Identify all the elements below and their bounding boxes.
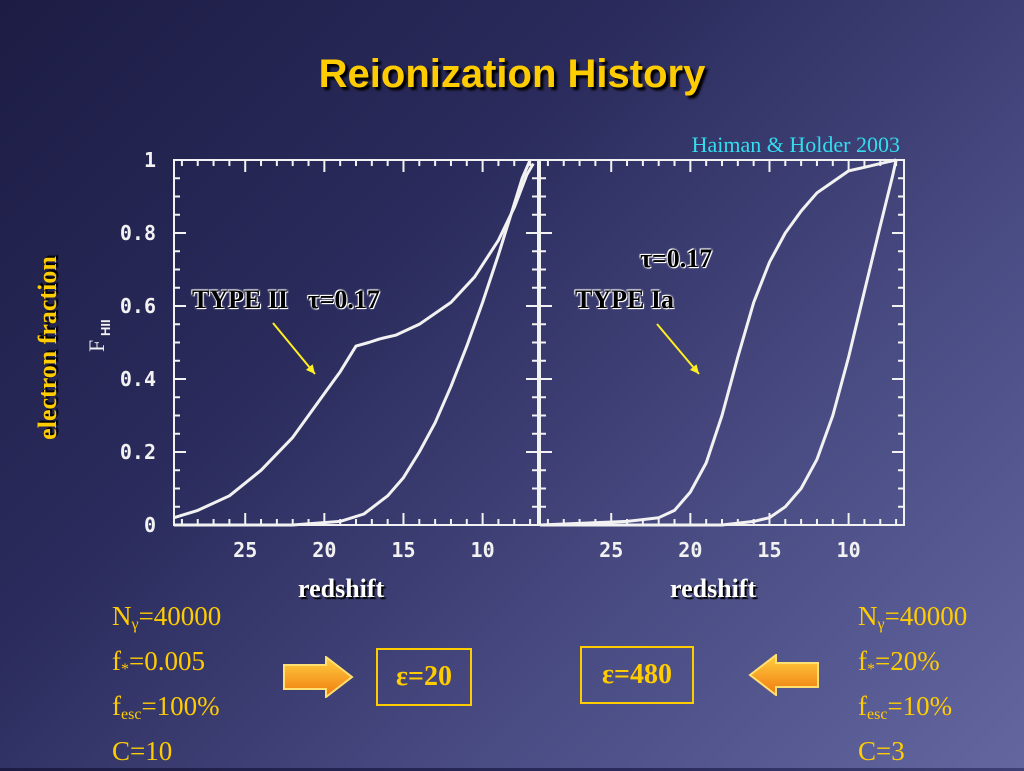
param-fstar-left: f*=0.005: [112, 646, 205, 678]
x-tick-label: 25: [599, 538, 623, 562]
x-tick-label: 10: [837, 538, 861, 562]
series-line-2-1: [539, 158, 897, 527]
y-tick-label: 0.4: [120, 367, 156, 391]
x-axis-label-left: redshift: [298, 574, 385, 603]
arrow-left-icon: [748, 654, 819, 696]
epsilon-box-right: ε=480: [580, 646, 694, 704]
annotation-type-ii: TYPE II τ=0.17: [192, 285, 380, 315]
annotation-type-ia-label: TYPE Ia: [575, 285, 674, 314]
inner-y-label-f: F: [84, 340, 109, 352]
series-line-1-1: [173, 162, 535, 520]
x-tick-label: 10: [471, 538, 495, 562]
pointer-arrow-type-ii-head: [305, 364, 315, 374]
y-tick-label: 0.6: [120, 294, 156, 318]
plot-frame-1: [173, 159, 539, 526]
x-tick-label: 20: [312, 538, 336, 562]
y-tick-label: 0: [144, 513, 156, 537]
inner-y-label-sub: HII: [98, 319, 113, 336]
inner-y-label: F HII: [84, 319, 113, 352]
x-axis-label-right: redshift: [670, 574, 757, 603]
param-c-right: C=3: [858, 736, 905, 766]
x-tick-label: 20: [678, 538, 702, 562]
pointer-arrow-type-ia: [656, 323, 700, 375]
param-fstar-right: f*=20%: [858, 646, 940, 678]
epsilon-box-left: ε=20: [376, 648, 472, 706]
x-tick-label: 15: [391, 538, 415, 562]
series-line-1-2: [174, 159, 532, 527]
param-fesc-left: fesc=100%: [112, 691, 220, 723]
citation: Haiman & Holder 2003: [691, 132, 900, 157]
param-ngamma-right: Nγ=40000: [858, 601, 968, 633]
x-tick-label: 25: [233, 538, 257, 562]
arrow-right-icon: [283, 656, 354, 698]
annotation-type-ii-label: TYPE II: [192, 285, 289, 314]
param-ngamma-left: Nγ=40000: [112, 601, 222, 633]
param-c-left: C=10: [112, 736, 173, 766]
annotation-type-ia-tau: τ=0.17: [640, 244, 713, 273]
series-line-2-2: [540, 159, 898, 527]
params-type-ii: Nγ=40000 f*=0.005 fesc=100% C=10: [112, 596, 221, 771]
slide-title: Reionization History: [318, 52, 706, 96]
param-fesc-right: fesc=10%: [858, 691, 953, 723]
y-tick-label: 0.2: [120, 440, 156, 464]
y-tick-label: 1: [144, 148, 156, 172]
params-type-ia: Nγ=40000 f*=20% fesc=10% C=3: [858, 596, 967, 771]
plot-frame-2: [539, 159, 905, 526]
pointer-arrow-type-ii: [272, 322, 316, 375]
y-tick-label: 0.8: [120, 221, 156, 245]
annotation-type-ii-tau: τ=0.17: [307, 285, 380, 314]
x-tick-label: 15: [757, 538, 781, 562]
pointer-arrow-type-ia-head: [689, 364, 699, 374]
